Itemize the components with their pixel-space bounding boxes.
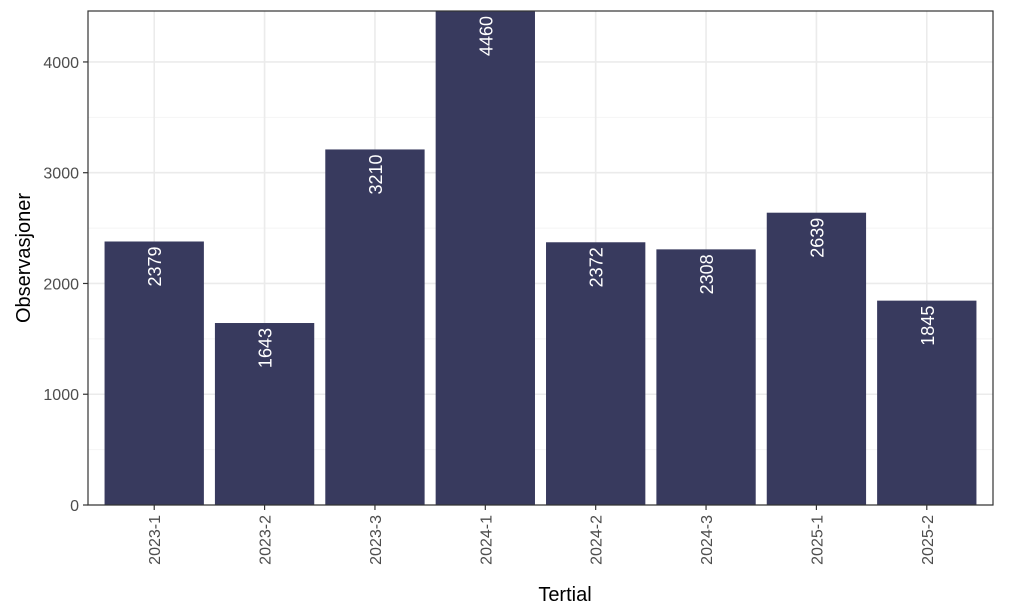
x-tick-label: 2024-3 [699,515,716,565]
bar [214,323,315,505]
y-tick-label: 2000 [43,276,79,293]
bar-value-label: 2379 [145,246,165,286]
bar-value-label: 2372 [587,247,607,287]
bar-value-label: 1845 [918,306,938,346]
bar-value-label: 3210 [366,154,386,194]
x-tick-label: 2024-2 [589,515,606,565]
bar [325,149,425,505]
y-tick-label: 4000 [43,55,79,72]
y-tick-label: 1000 [43,387,79,404]
x-tick-label: 2025-1 [809,515,826,565]
y-axis-title: Observasjoner [13,193,35,323]
bar [877,300,977,505]
y-tick-label: 0 [70,498,79,515]
x-tick-label: 2023-2 [258,515,275,565]
bar-value-label: 2308 [697,254,717,294]
bar-labels-layer: 2379 1643 3210 4460 2372 2308 2639 1845 [145,16,938,368]
bar [766,212,867,505]
bar [435,11,535,505]
bar [656,249,756,505]
x-axis-title: Tertial [538,584,591,606]
bar-value-label: 4460 [476,16,496,56]
x-tick-label: 2023-1 [147,515,164,565]
y-tick-label: 3000 [43,166,79,183]
panel-border [87,10,994,506]
bars-layer [104,11,977,506]
bar-value-label: 2639 [807,218,827,258]
x-tick-label: 2025-2 [920,515,937,565]
bar [546,242,646,506]
x-tick-label: 2023-3 [368,515,385,565]
bar [104,241,204,506]
axes-layer: 0 1000 2000 3000 4000 2023-1 2023-2 2023-3 2024-… [43,55,936,565]
bar-value-label: 1643 [256,328,276,368]
x-tick-label: 2024-1 [478,515,495,565]
